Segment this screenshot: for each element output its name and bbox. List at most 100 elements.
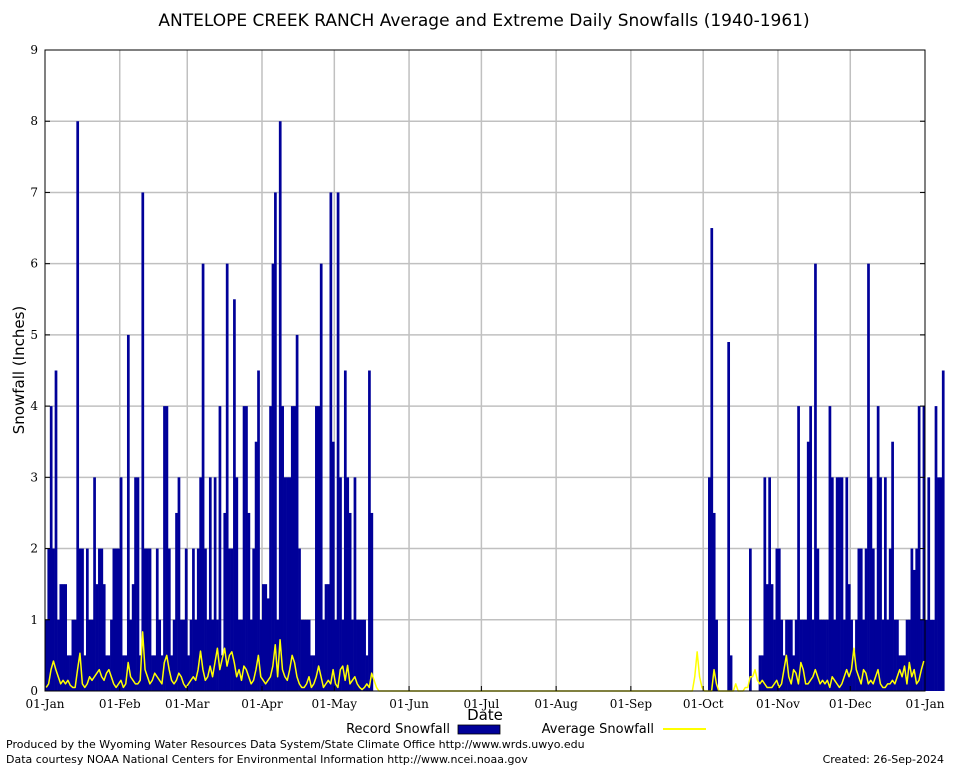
x-tick-label: 01-Mar bbox=[165, 697, 210, 711]
record-snowfall-bar bbox=[59, 584, 63, 691]
footer-data-source: Data courtesy NOAA National Centers for … bbox=[6, 753, 528, 766]
x-tick-label: 01-Apr bbox=[241, 697, 283, 711]
record-snowfall-bar bbox=[353, 477, 357, 691]
record-snowfall-bar bbox=[341, 619, 345, 691]
record-snowfall-bar bbox=[271, 263, 275, 691]
record-snowfall-bar bbox=[45, 619, 48, 691]
record-snowfall-bar bbox=[850, 619, 853, 691]
record-snowfall-bar bbox=[360, 619, 364, 691]
record-snowfall-bar bbox=[201, 263, 205, 691]
record-snowfall-bar bbox=[100, 548, 104, 691]
record-snowfall-bar bbox=[884, 477, 887, 691]
record-snowfall-bar bbox=[925, 619, 928, 691]
record-snowfall-bar bbox=[847, 584, 851, 691]
record-snowfall-bar bbox=[182, 619, 186, 691]
record-snowfall-bar bbox=[799, 619, 803, 691]
record-snowfall-bar bbox=[891, 441, 894, 691]
y-tick-label: 3 bbox=[30, 470, 38, 484]
record-snowfall-bar bbox=[261, 584, 265, 691]
record-snowfall-bar bbox=[787, 619, 791, 691]
record-snowfall-bar bbox=[712, 512, 716, 691]
record-snowfall-bar bbox=[206, 619, 210, 691]
record-snowfall-bar bbox=[192, 548, 195, 691]
record-snowfall-bar bbox=[221, 655, 224, 691]
record-snowfall-bar bbox=[170, 655, 174, 691]
y-tick-label: 5 bbox=[30, 328, 38, 342]
record-snowfall-bar bbox=[809, 406, 812, 691]
record-snowfall-bar bbox=[76, 121, 80, 691]
record-snowfall-bar bbox=[194, 619, 198, 691]
record-snowfall-bar bbox=[98, 548, 101, 691]
record-snowfall-bar bbox=[770, 584, 774, 691]
record-snowfall-bar bbox=[61, 584, 65, 691]
y-tick-labels: 0 1 2 3 4 5 6 7 8 9 bbox=[30, 43, 925, 698]
record-snowfall-bar bbox=[319, 263, 323, 691]
record-snowfall-bar bbox=[295, 334, 299, 691]
x-tick-label: 01-Sep bbox=[610, 697, 653, 711]
record-snowfall-bar bbox=[172, 619, 176, 691]
record-snowfall-bar bbox=[348, 512, 352, 691]
record-snowfall-bar bbox=[365, 655, 369, 691]
record-snowfall-bar bbox=[864, 548, 868, 691]
record-snowfall-bar bbox=[893, 619, 897, 691]
record-snowfall-bar bbox=[211, 619, 215, 691]
record-snowfall-bar bbox=[876, 406, 880, 691]
y-tick-label: 7 bbox=[30, 185, 38, 199]
legend-record-label: Record Snowfall bbox=[346, 722, 450, 737]
x-axis-label: Date bbox=[467, 706, 503, 724]
record-snowfall-bar bbox=[64, 584, 67, 691]
record-snowfall-bar bbox=[90, 619, 94, 691]
record-snowfall-bar bbox=[218, 406, 222, 691]
record-snowfall-bar bbox=[905, 619, 909, 691]
record-snowfall-bar bbox=[148, 548, 152, 691]
record-snowfall-bar bbox=[886, 619, 890, 691]
record-snowfall-bar bbox=[95, 584, 99, 691]
legend: Record Snowfall Average Snowfall bbox=[346, 722, 706, 737]
record-snowfall-bar bbox=[278, 121, 282, 691]
record-snowfall-bar bbox=[845, 477, 849, 691]
record-snowfall-bar bbox=[302, 619, 306, 691]
y-tick-label: 1 bbox=[30, 613, 38, 627]
x-tick-label: 01-Feb bbox=[99, 697, 141, 711]
record-snowfall-bar bbox=[346, 477, 350, 691]
record-snowfall-bar bbox=[729, 655, 733, 691]
record-snowfall-bar bbox=[789, 619, 793, 691]
record-snowfall-bar bbox=[826, 619, 829, 691]
record-snowfall-bar bbox=[879, 477, 882, 691]
record-snowfall-bar bbox=[180, 619, 183, 691]
record-snowfall-bar bbox=[233, 299, 236, 691]
record-snowfall-bar bbox=[165, 406, 169, 691]
record-snowfall-bar bbox=[81, 548, 84, 691]
record-snowfall-bar bbox=[765, 584, 769, 691]
record-snowfall-bar bbox=[775, 548, 779, 691]
record-snowfall-bar bbox=[151, 655, 154, 691]
record-snowfall-bar bbox=[903, 655, 907, 691]
y-tick-label: 4 bbox=[30, 399, 38, 413]
record-snowfall-bar bbox=[917, 406, 921, 691]
record-snowfall-bar bbox=[888, 548, 892, 691]
record-snowfall-bar bbox=[54, 370, 58, 691]
x-tick-label: 01-May bbox=[312, 697, 358, 711]
record-snowfall-bar bbox=[843, 619, 846, 691]
record-snowfall-bar bbox=[857, 548, 861, 691]
record-snowfall-bar bbox=[749, 548, 752, 691]
record-snowfall-bar bbox=[235, 477, 239, 691]
record-snowfall-bar bbox=[300, 619, 304, 691]
record-snowfall-bar bbox=[208, 477, 212, 691]
record-snowfall-bar bbox=[763, 477, 767, 691]
record-snowfall-bar bbox=[708, 477, 711, 691]
record-snowfall-bar bbox=[189, 619, 193, 691]
record-snowfall-bar bbox=[257, 370, 260, 691]
record-snowfall-bar bbox=[867, 263, 870, 691]
record-snowfall-bar bbox=[274, 192, 277, 691]
record-snowfall-bar bbox=[307, 619, 311, 691]
record-snowfall-bar bbox=[315, 406, 318, 691]
record-snowfall-bar bbox=[797, 406, 800, 691]
record-snowfall-bar bbox=[920, 619, 923, 691]
record-snowfall-bar bbox=[835, 477, 839, 691]
record-snowfall-bar bbox=[336, 192, 340, 691]
record-snowfall-bar bbox=[823, 619, 827, 691]
record-snowfall-bar bbox=[131, 584, 135, 691]
record-snowfall-bar bbox=[777, 548, 781, 691]
record-snowfall-bar bbox=[324, 584, 328, 691]
